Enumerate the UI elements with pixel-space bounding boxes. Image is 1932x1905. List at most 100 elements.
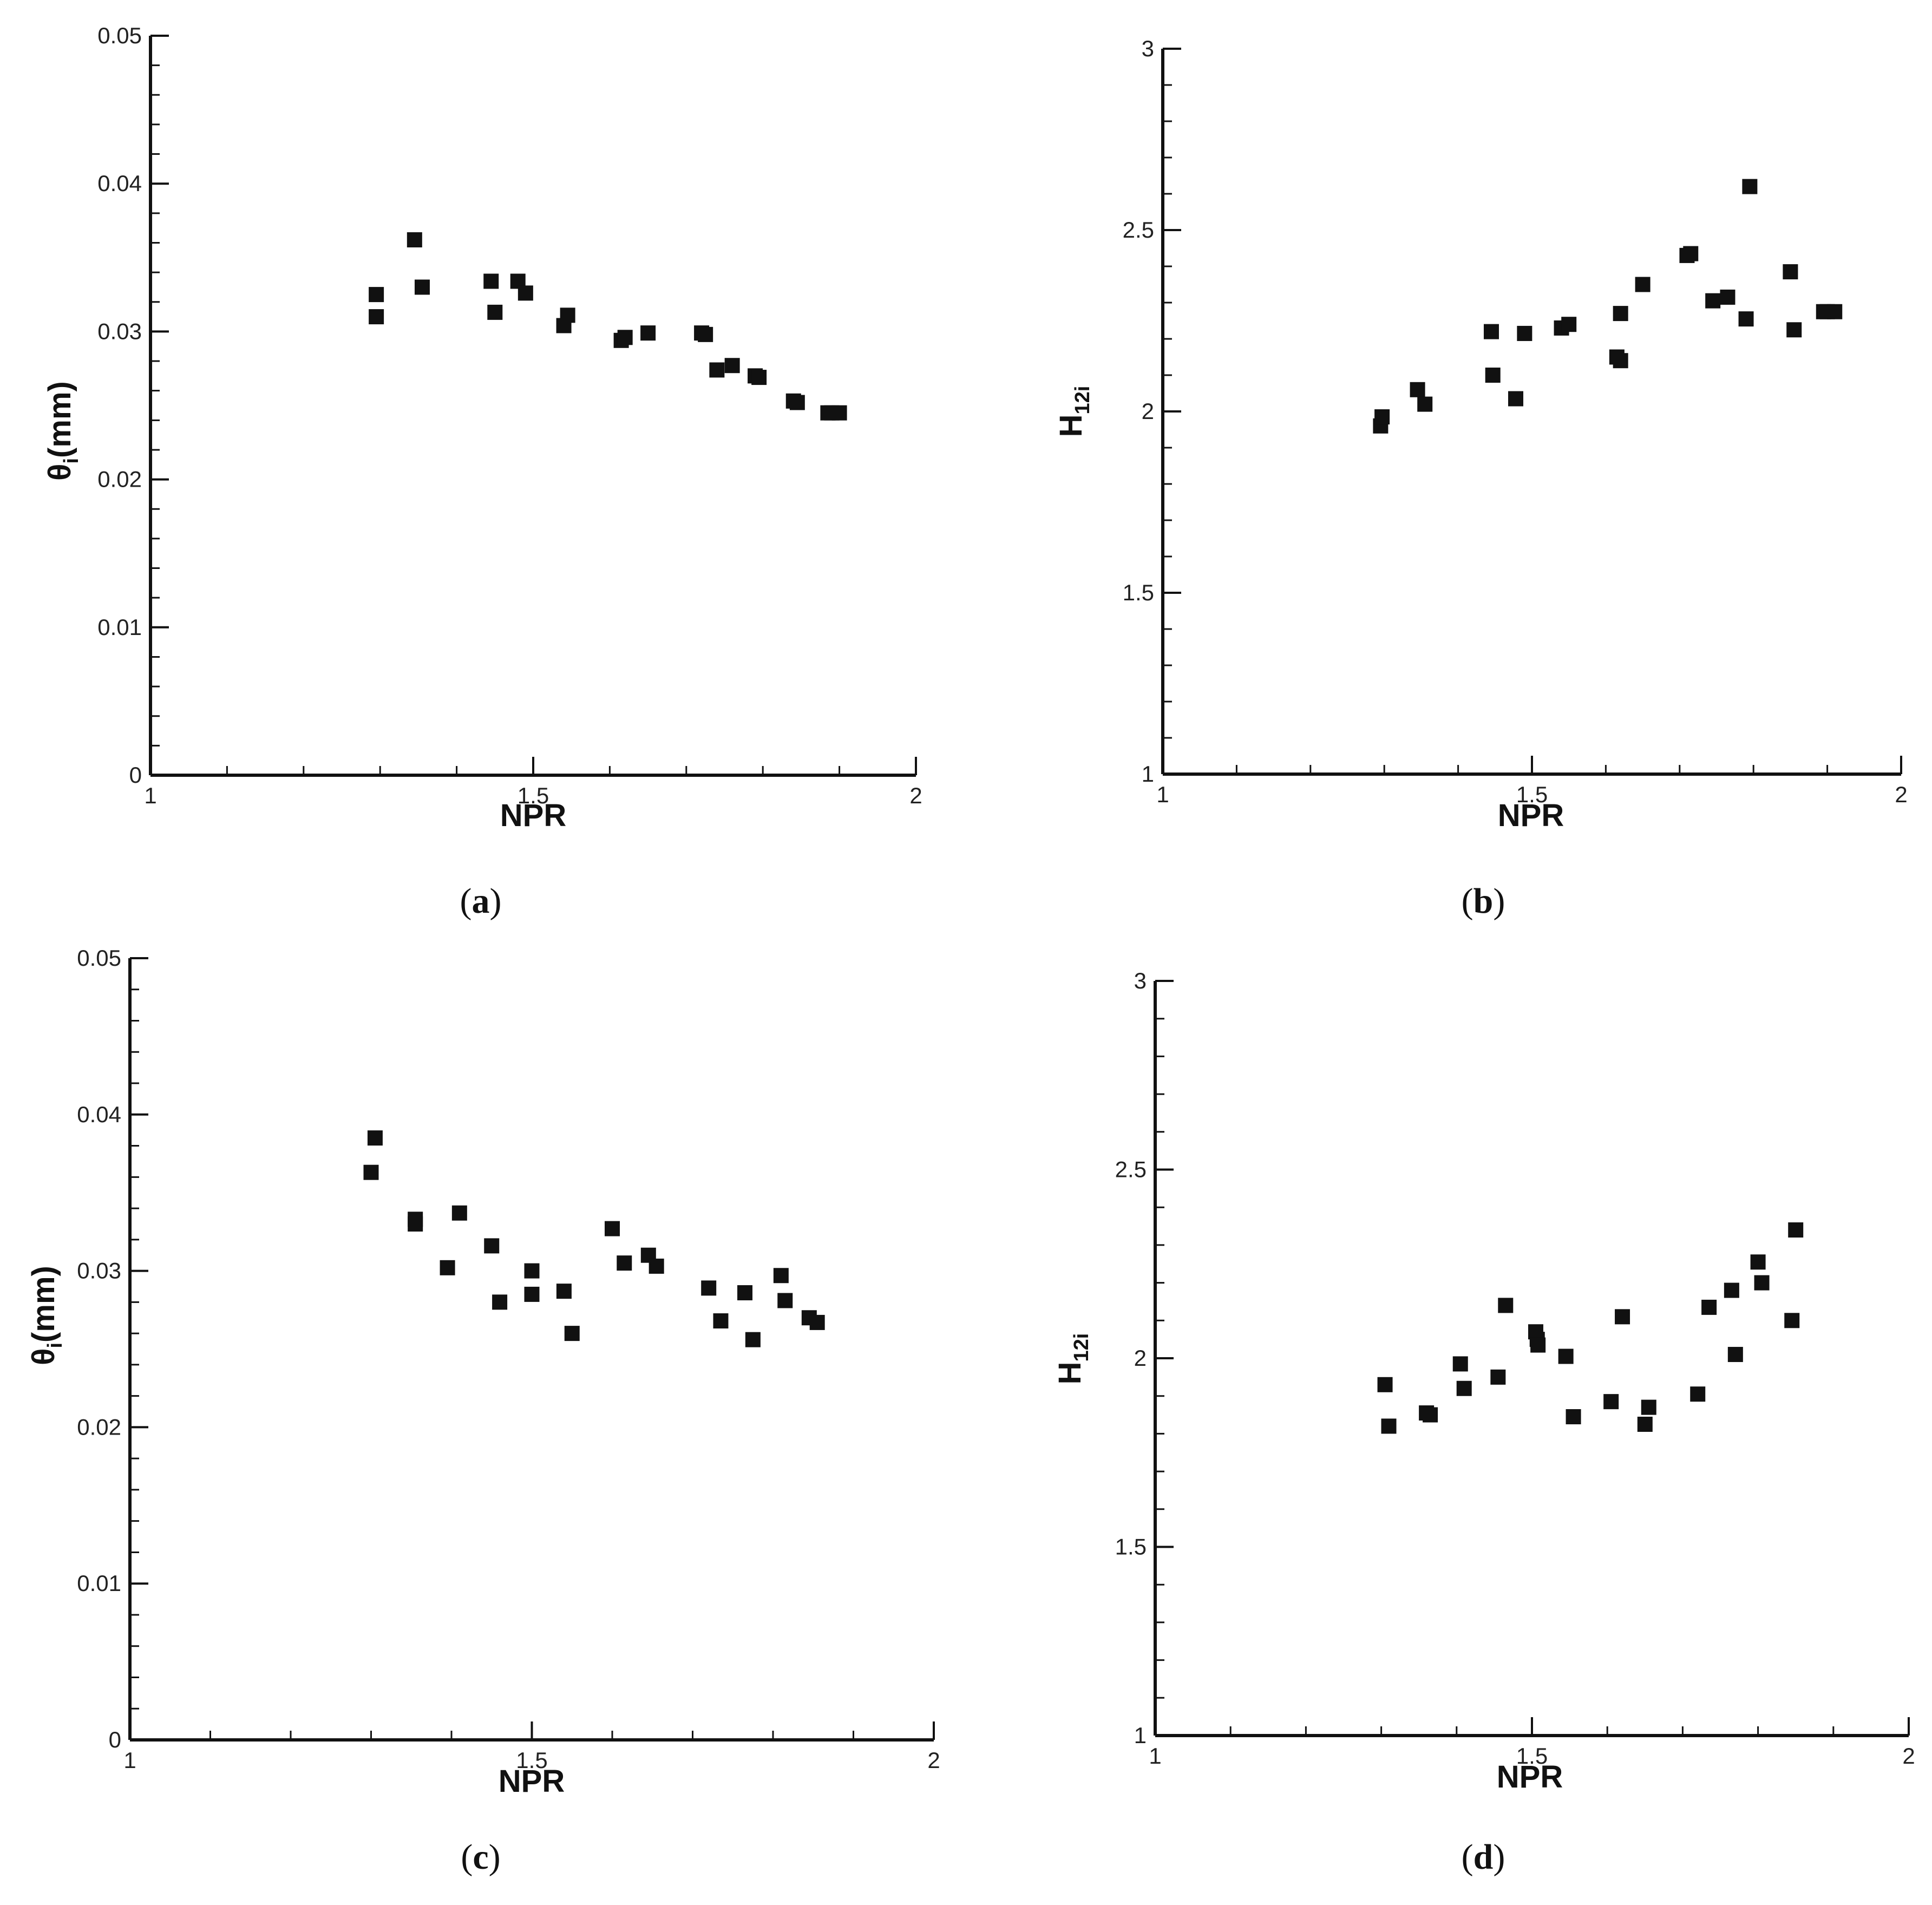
data-point [1738,311,1754,327]
data-point [1377,1377,1393,1392]
data-point [1788,1222,1804,1238]
y-tick-label: 0.04 [97,171,142,196]
data-point [1410,382,1425,397]
y-tick-label: 0.05 [97,23,142,48]
data-point [1786,322,1802,338]
x-tick-label: 2 [1902,1743,1915,1769]
data-point [1498,1298,1514,1313]
data-point [605,1221,620,1236]
data-point [564,1326,580,1341]
data-point [1705,293,1721,309]
y-tick-label: 0.01 [97,614,142,640]
y-axis-title-main: θ [42,463,77,480]
data-point [408,1216,423,1232]
data-point [1613,353,1628,369]
x-axis-title: NPR [1498,798,1564,833]
x-tick-label: 2 [1895,782,1907,807]
data-point [617,1255,632,1271]
panel-letter: d [1473,1837,1494,1877]
data-point [451,1205,467,1221]
data-point [1750,1254,1766,1270]
data-point [1720,289,1735,305]
y-axis-title-main: H [1052,1361,1088,1384]
y-tick-label: 1 [1134,1723,1147,1748]
data-point [1613,306,1628,322]
data-point [414,279,430,295]
chart-panel-c: 0 0.01 0.02 0.03 0.04 0.05 1 1.5 2 NPR θi(mm) (c) [26,945,940,1877]
y-tick-label: 3 [1142,36,1154,61]
data-point [1456,1380,1472,1396]
y-tick-label: 0.02 [77,1414,121,1439]
x-tick-label: 1.5 [1516,782,1548,807]
data-point [724,358,740,374]
data-point [483,273,499,289]
data-point [1603,1394,1619,1410]
data-point [1701,1299,1717,1315]
data-point [363,1164,379,1180]
data-point [1530,1337,1546,1353]
x-tick-label: 1 [1156,782,1169,807]
panel-letter: a [472,881,490,921]
data-point [777,1293,793,1308]
y-axis-title: H12i [1052,1333,1093,1385]
chart-panel-d: 1 1.5 2 2.5 3 1 1.5 2 NPR H12i (d) [1052,968,1915,1877]
panel-letter: b [1473,881,1494,921]
y-tick-label: 1.5 [1123,580,1154,605]
data-point [524,1263,540,1279]
data-point [367,1130,383,1146]
data-point [698,326,713,342]
y-tick-label: 0.03 [77,1258,121,1284]
x-tick-label: 2 [927,1747,940,1773]
chart-panel-b: 1 1.5 2 2.5 3 1 1.5 2 NPR H12i (b) [1053,36,1908,921]
y-tick-label: 1 [1142,761,1154,787]
y-tick-label: 0.01 [77,1570,121,1596]
data-point [701,1280,717,1296]
data-point [1783,264,1798,280]
x-tick-label: 1 [1149,1743,1161,1769]
y-tick-label: 2.5 [1115,1157,1147,1182]
data-point [789,395,805,410]
x-tick-label: 2 [909,783,922,808]
y-axis-title: θi(mm) [42,381,83,481]
data-point [1637,1416,1653,1432]
y-axis-title-main: H [1053,414,1089,437]
panel-caption: (d) [1462,1837,1505,1877]
y-axis-title-unit: (mm) [26,1266,61,1343]
data-point [831,405,847,421]
y-tick-label: 1.5 [1115,1534,1147,1560]
data-point [1483,324,1499,339]
data-point [1827,304,1843,319]
data-point [640,325,656,341]
data-point [1727,1347,1743,1363]
data-point [617,330,633,345]
data-point [809,1314,825,1330]
chart-panel-a: 0 0.01 0.02 0.03 0.04 0.05 1 1.5 2 NPR θi(mm) (a) [42,23,922,921]
y-axis-title-subscript: 12i [1070,1333,1093,1362]
panel-caption: (c) [461,1837,500,1877]
y-axis-title: θi(mm) [26,1266,67,1365]
data-point [369,309,384,325]
x-axis-title: NPR [499,1764,565,1799]
y-tick-label: 0.05 [77,945,121,971]
x-tick-label: 1 [144,783,156,808]
x-tick-label: 1.5 [516,1747,547,1773]
y-axis-title-subscript: i [44,1343,67,1348]
data-point [1508,391,1523,407]
data-point [1561,317,1577,332]
panel-letter: c [473,1837,488,1877]
data-point [1784,1313,1800,1328]
data-point [773,1268,789,1284]
data-point [440,1260,455,1275]
y-tick-label: 3 [1134,968,1147,993]
data-point [1517,325,1532,341]
data-point [1566,1409,1581,1425]
y-tick-label: 0.04 [77,1102,121,1127]
data-point [492,1294,508,1310]
y-tick-label: 2.5 [1123,217,1154,243]
y-tick-label: 0.03 [97,318,142,344]
data-point [709,362,725,378]
data-point [518,285,533,301]
data-point [1423,1407,1438,1423]
y-tick-label: 0.02 [97,467,142,492]
